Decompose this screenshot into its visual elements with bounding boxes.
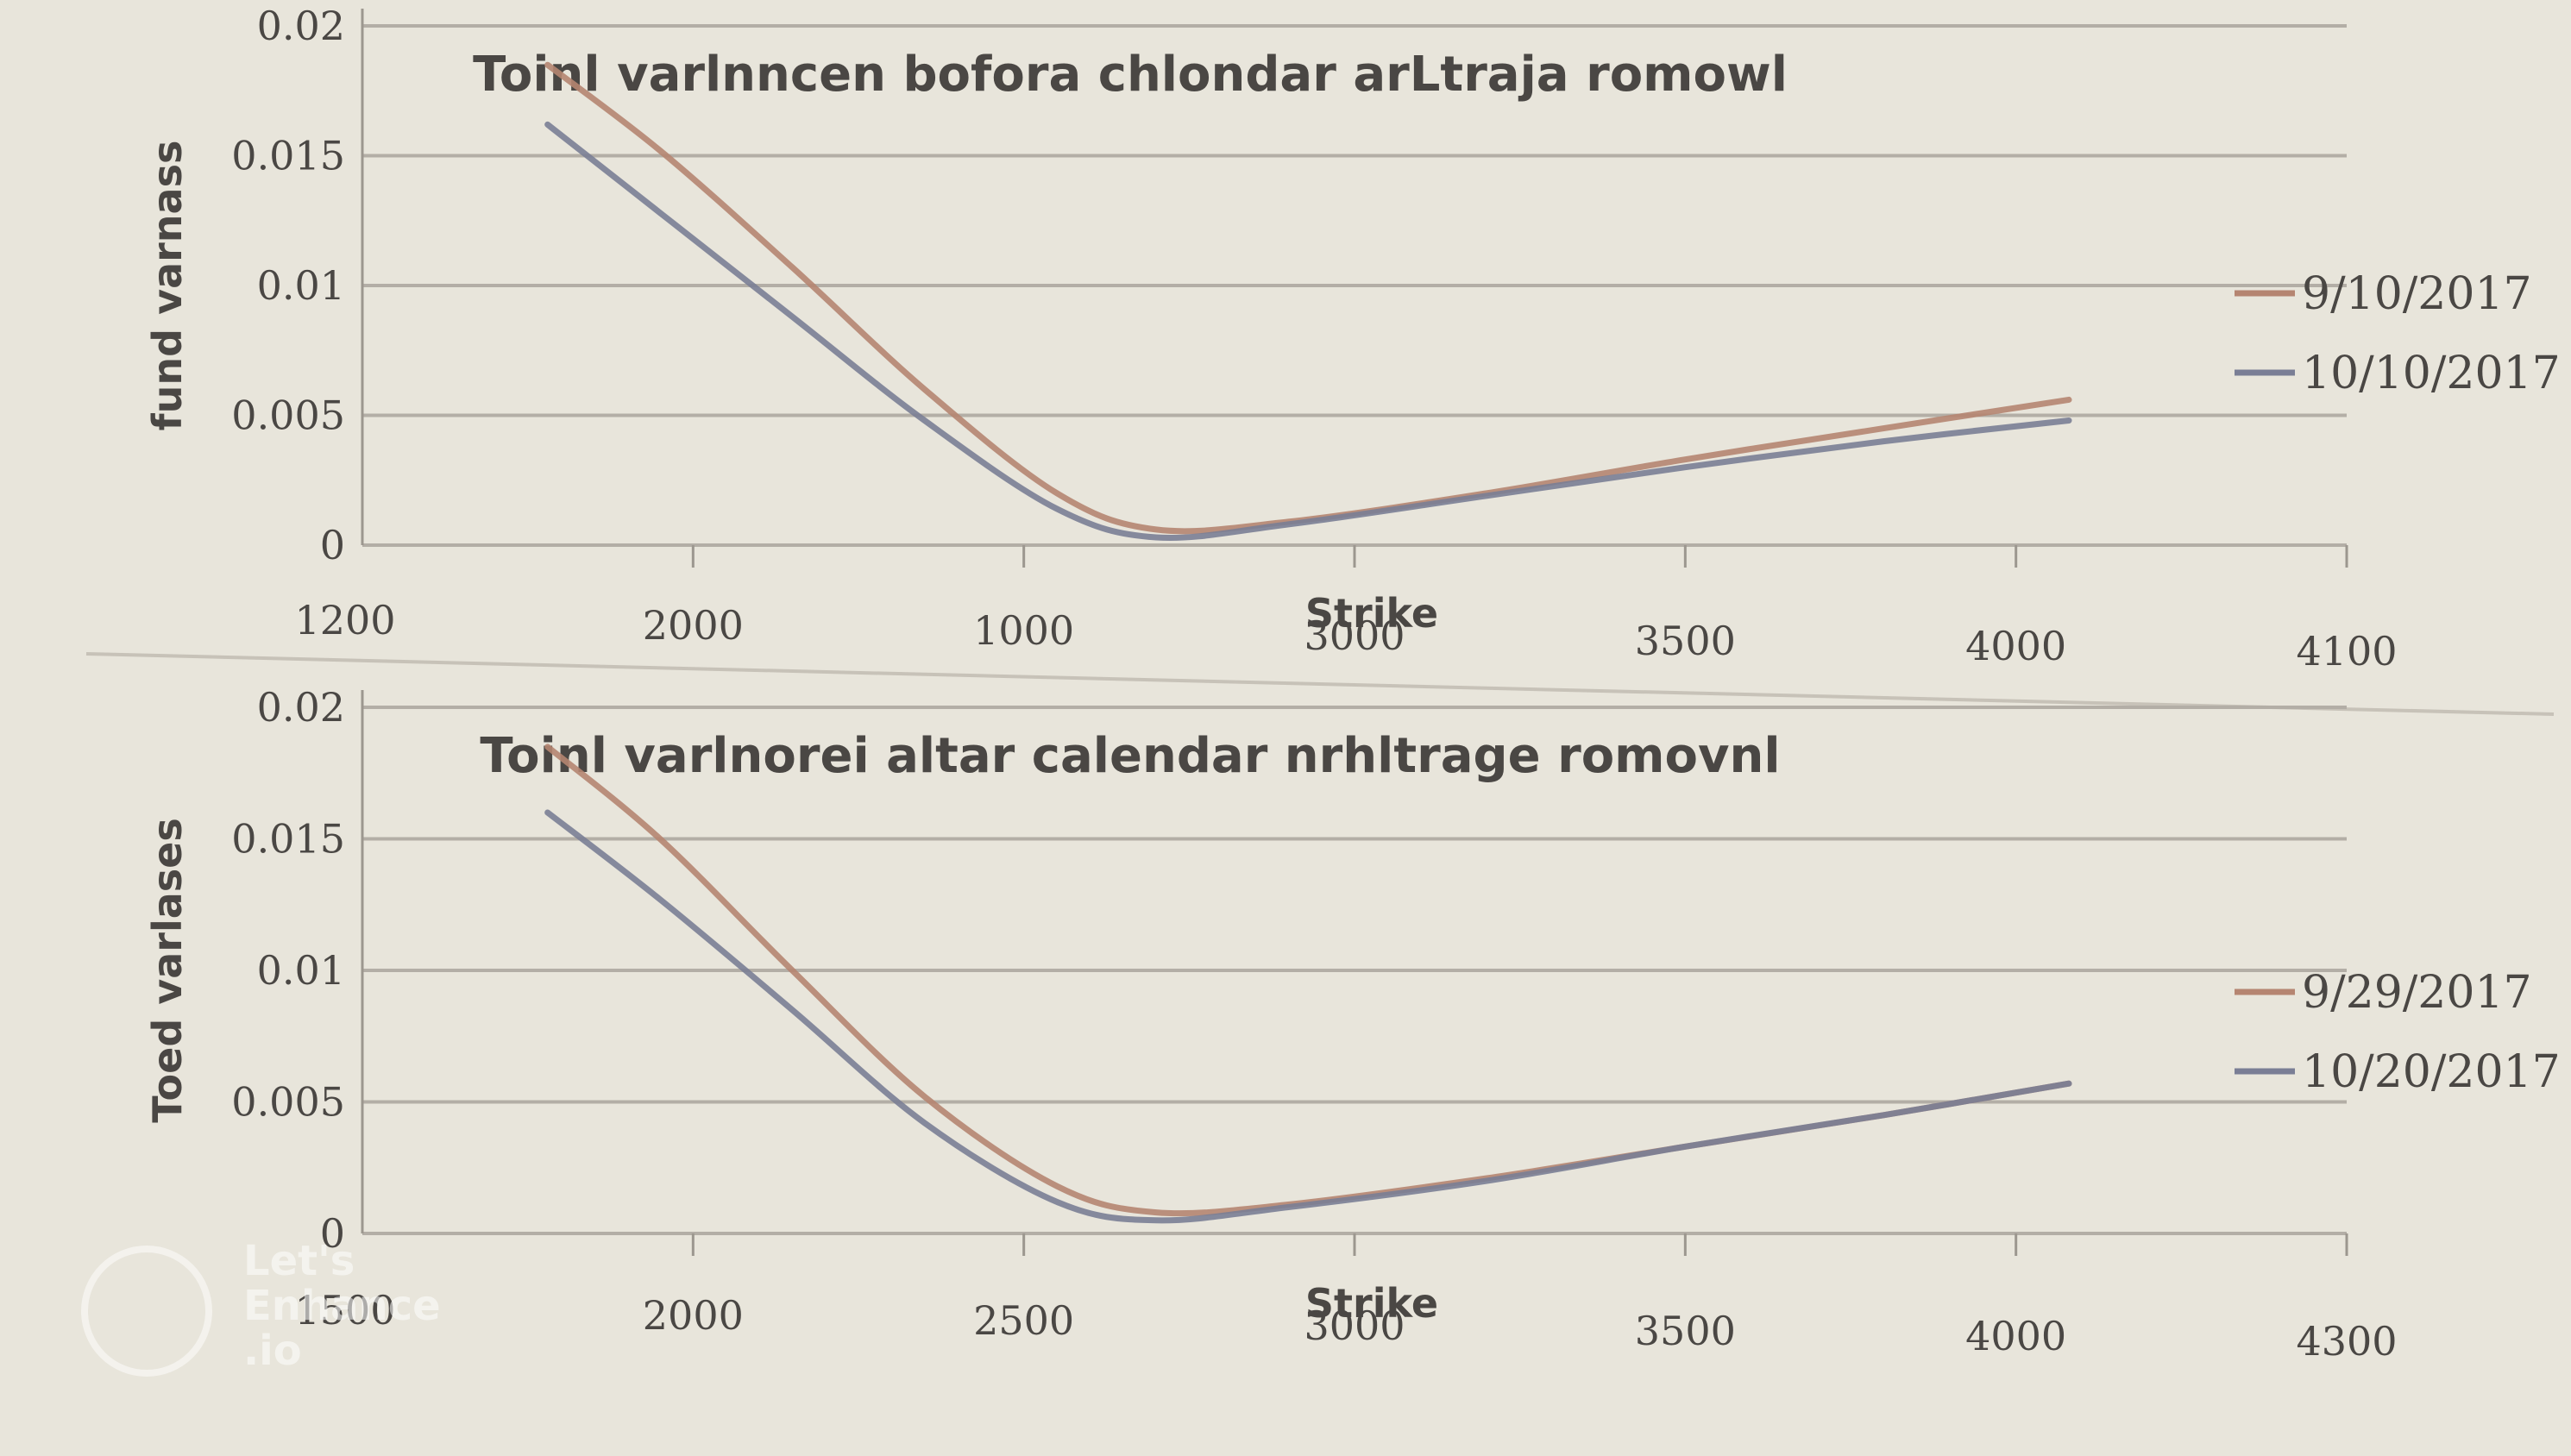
series-line-1 [544,61,2072,535]
x-tick-label: 1500 [294,1287,395,1334]
y-tick-label: 0.01 [257,262,345,309]
chart-panel-2: 0 0.005 0.01 0.015 0.02 1500 2000 2500 3000 3500 4… [144,684,2561,1365]
y-tick-label: 0.005 [231,392,345,439]
x-tick-label: 3500 [1635,1308,1736,1354]
legend-label: 10/10/2017 [2302,348,2561,399]
x-tick-label: 1000 [973,607,1074,654]
watermark-line-2: Enhance [243,1282,441,1330]
legend-label: 10/20/2017 [2302,1046,2561,1098]
x-tick-label: 4000 [1965,1313,2066,1359]
y-tick-label: 0.015 [231,816,345,863]
chart-panel-1: 0 0.005 0.01 0.015 0.02 1200 2000 1000 3000 3500 4… [144,3,2561,675]
watermark-line-3: .io [243,1327,302,1375]
x-tick-label: 4300 [2296,1318,2397,1365]
y-axis-title: Toed varlases [144,818,191,1123]
y-tick-label: 0 [320,522,345,568]
x-tick-label: 3000 [1304,612,1405,659]
y-tick-label: 0 [320,1210,345,1257]
y-tick-label: 0.015 [231,133,345,179]
charts-group: 0 0.005 0.01 0.015 0.02 1200 2000 1000 3000 3500 4… [144,3,2561,1365]
x-tick-label: 4100 [2296,628,2397,675]
y-tick-label: 0.02 [257,684,345,731]
x-tick-label: 1200 [294,597,395,643]
series-line-2 [544,121,2072,542]
x-tick-label: 3500 [1635,618,1736,664]
legend-label: 9/10/2017 [2302,268,2532,320]
x-axis-title: Strike [1305,1280,1438,1327]
watermark-logo-icon [81,1246,212,1377]
x-tick-label: 2500 [973,1297,1074,1344]
x-axis-title: Strike [1305,590,1438,637]
watermark-line-1: Let's [243,1237,355,1285]
chart-title: Toinl varlnncen bofora chlondar arLtraja… [473,47,1788,103]
x-tick-label: 2000 [643,1292,744,1339]
y-tick-label: 0.005 [231,1079,345,1126]
x-tick-label: 2000 [643,602,744,649]
series-line-2 [544,809,2072,1224]
x-tick-label: 3000 [1304,1302,1405,1349]
watermark: Let's Enhance .io [81,1237,441,1377]
x-tick-label: 4000 [1965,623,2066,669]
y-axis-title: fund varnass [144,141,191,431]
y-tick-label: 0.02 [257,3,345,49]
y-tick-label: 0.01 [257,947,345,994]
panel-divider [85,652,2555,716]
chart-title: Toinl varlnorei altar calendar nrhltrage… [480,728,1780,784]
legend-label: 9/29/2017 [2302,967,2532,1019]
